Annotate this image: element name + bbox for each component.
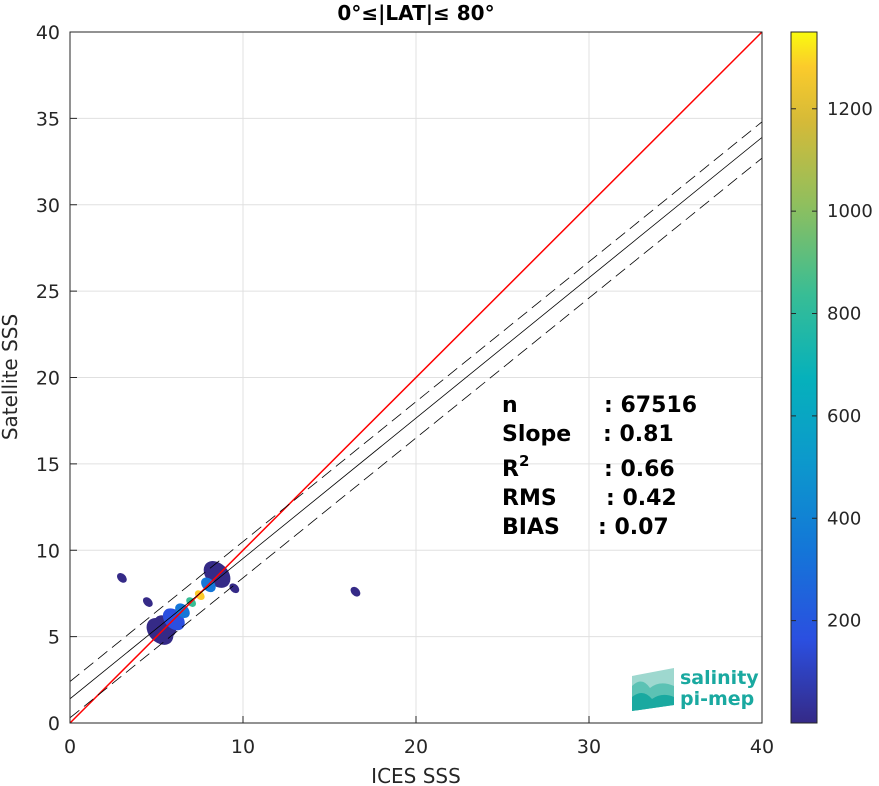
density-cell-3 [229, 583, 240, 594]
stats-box: n : 67516 Slope : 0.81 R2 : 0.66 RMS : 0… [502, 393, 697, 540]
logo-wave-icon [632, 668, 674, 711]
y-tick-label-10: 10 [36, 540, 60, 562]
density-cell-11 [194, 590, 205, 601]
stat-rms-label: RMS [502, 486, 557, 511]
x-tick-label-20: 20 [404, 736, 428, 758]
stat-r2-value: : 0.66 [604, 457, 675, 482]
density-cell-0 [350, 586, 361, 597]
x-tick-label-0: 0 [64, 736, 76, 758]
stat-n-value: : 67516 [604, 393, 697, 418]
confidence-line-1 [70, 157, 762, 719]
logo-text-line2: pi-mep [680, 688, 754, 710]
logo-text-line1: salinity [680, 667, 759, 689]
confidence-line-0 [70, 121, 762, 682]
x-tick-label-30: 30 [577, 736, 601, 758]
colorbar-ticks: 200 400 600 800 1000 1200 [791, 99, 873, 632]
x-tick-label-40: 40 [750, 736, 774, 758]
colorbar-tick-label-1000: 1000 [827, 201, 873, 222]
x-axis-ticks: 0 10 20 30 40 [64, 716, 774, 758]
colorbar [790, 31, 818, 724]
density-cell-1 [117, 573, 127, 583]
y-tick-label-30: 30 [36, 195, 60, 217]
chart-title: 0°≤|LAT|≤ 80° [337, 1, 494, 25]
colorbar-tick-label-800: 800 [827, 304, 861, 325]
y-tick-label-20: 20 [36, 368, 60, 390]
colorbar-tick-label-200: 200 [827, 611, 861, 632]
regression-line [70, 137, 762, 700]
stat-r2-label: R2 [502, 452, 529, 482]
fit-lines [70, 32, 762, 723]
y-tick-label-5: 5 [48, 627, 60, 649]
stat-bias-value: : 0.07 [598, 515, 669, 540]
y-axis-label: Satellite SSS [0, 314, 22, 440]
colorbar-tick-label-400: 400 [827, 508, 861, 529]
stat-r2-superscript: 2 [519, 452, 529, 470]
stat-n-label: n [502, 393, 518, 418]
y-tick-label-25: 25 [36, 281, 60, 303]
stat-slope-label: Slope [502, 422, 571, 447]
density-cell-2 [142, 597, 153, 607]
y-tick-label-0: 0 [48, 713, 60, 735]
stat-bias-label: BIAS [502, 515, 560, 540]
colorbar-tick-label-600: 600 [827, 406, 861, 427]
x-axis-label: ICES SSS [371, 764, 461, 786]
y-axis-ticks: 0 5 10 15 20 25 30 35 40 [36, 22, 77, 735]
x-tick-label-10: 10 [231, 736, 255, 758]
y-tick-label-15: 15 [36, 454, 60, 476]
one-to-one-line [70, 32, 762, 723]
stat-rms-value: : 0.42 [606, 486, 677, 511]
stat-r2-base: R [502, 457, 519, 482]
stat-slope-value: : 0.81 [603, 422, 674, 447]
y-tick-label-40: 40 [36, 22, 60, 44]
colorbar-tick-label-1200: 1200 [827, 99, 873, 120]
salinity-pi-mep-logo: salinity pi-mep [632, 667, 759, 711]
y-tick-label-35: 35 [36, 108, 60, 130]
